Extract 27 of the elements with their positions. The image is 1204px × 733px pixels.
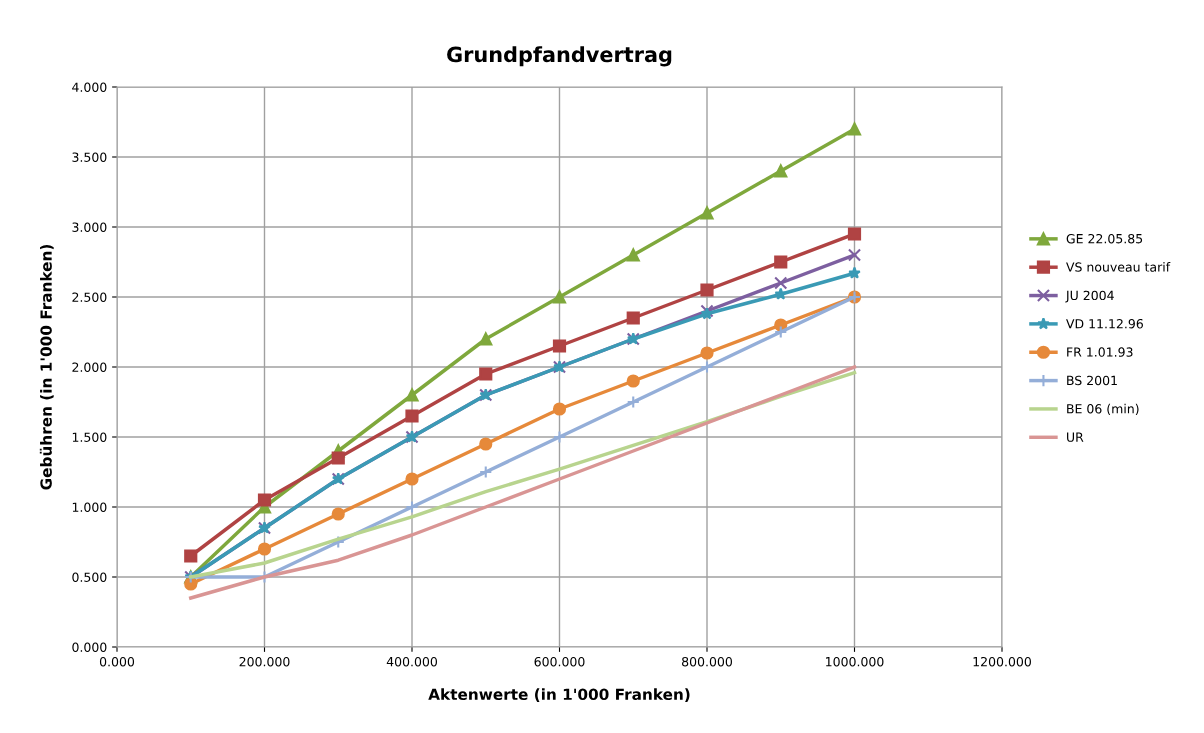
x-axis-title: Aktenwerte (in 1'000 Franken)	[428, 688, 690, 702]
y-tick-label: 2.000	[72, 362, 107, 372]
legend-label: UR	[1067, 432, 1084, 442]
y-tick-label: 1.500	[72, 432, 107, 442]
legend-label: BE 06 (min)	[1067, 403, 1139, 415]
x-tick-label: 1000.000	[826, 656, 884, 667]
y-tick-label: 0.500	[72, 572, 107, 582]
x-tick-label: 200.000	[239, 656, 290, 667]
y-axis-title: Gebühren (in 1'000 Franken)	[39, 244, 54, 490]
x-tick-label: 400.000	[386, 656, 438, 667]
x-tick-label: 1200.000	[973, 656, 1031, 667]
x-tick-label: 0.000	[99, 656, 135, 667]
x-tick-label: 800.000	[682, 656, 733, 667]
legend-label: BS 2001	[1067, 375, 1117, 386]
y-tick-label: 3.500	[72, 152, 107, 162]
legend-label: GE 22.05.85	[1066, 233, 1143, 244]
y-tick-label: 2.500	[72, 292, 107, 302]
y-tick-label: 0.000	[72, 642, 107, 652]
legend-label: VS nouveau tarif	[1066, 262, 1171, 272]
x-tick-label: 600.000	[534, 656, 585, 667]
legend-label: JU 2004	[1065, 290, 1114, 303]
legend-label: FR 1.01.93	[1067, 347, 1133, 357]
legend-label: VD 11.12.96	[1066, 319, 1143, 329]
y-tick-label: 3.000	[72, 222, 107, 232]
chart-title: Grundpfandvertrag	[447, 46, 672, 67]
y-tick-label: 1.000	[72, 502, 107, 512]
y-tick-label: 4.000	[72, 82, 107, 92]
